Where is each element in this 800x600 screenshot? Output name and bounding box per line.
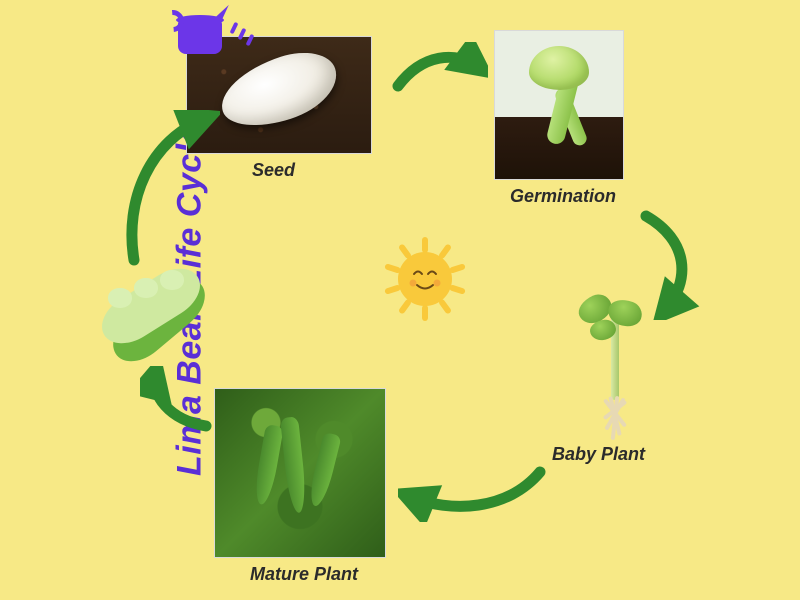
lifecycle-diagram: Lima Bean Life Cycle Seed Germination Ba… bbox=[0, 0, 800, 600]
sprout-cotyledon-icon bbox=[529, 46, 589, 90]
stage-seed-label: Seed bbox=[252, 160, 295, 181]
stage-baby-plant-label: Baby Plant bbox=[552, 444, 645, 465]
bean-icon bbox=[108, 288, 132, 308]
stage-mature-plant bbox=[214, 388, 386, 558]
arrow-baby-to-mature bbox=[398, 462, 548, 522]
stage-germination-label: Germination bbox=[510, 186, 616, 207]
sun-face-icon bbox=[398, 252, 452, 306]
bean-icon bbox=[134, 278, 158, 298]
arrow-seed-to-germination bbox=[392, 42, 488, 102]
stage-mature-plant-label: Mature Plant bbox=[250, 564, 358, 585]
bean-icon bbox=[160, 270, 184, 290]
stage-baby-plant bbox=[560, 300, 670, 460]
roots-icon bbox=[585, 396, 645, 436]
stage-germination bbox=[494, 30, 624, 180]
